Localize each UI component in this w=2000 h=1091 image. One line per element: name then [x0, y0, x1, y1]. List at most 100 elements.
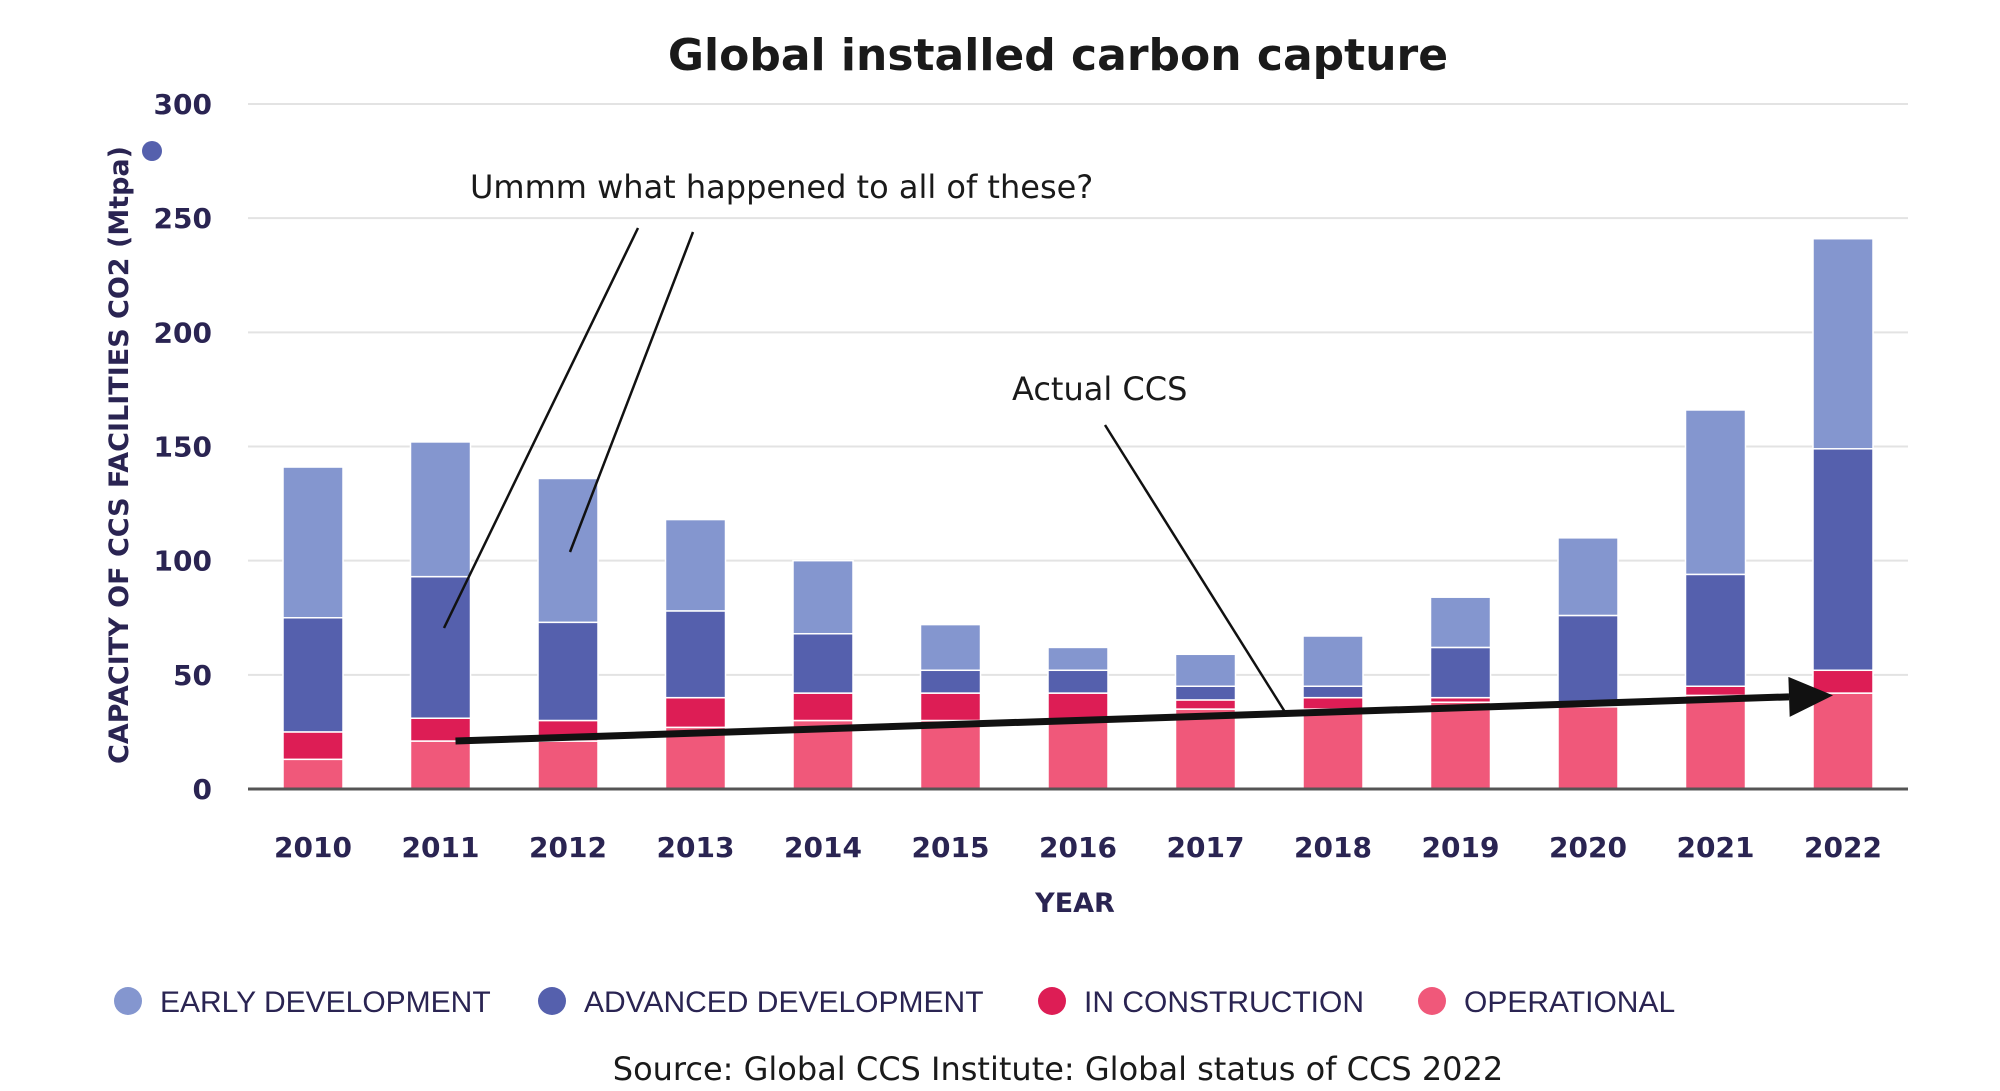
gridlines: [248, 103, 1908, 676]
trend-arrow-shaft: [455, 693, 1790, 745]
bar-segment-advanced-development: [792, 632, 854, 694]
bar-segment-operational: [282, 758, 344, 790]
x-tick-label: 2014: [784, 831, 862, 864]
bar-segment-advanced-development: [282, 617, 344, 733]
annotation-question: Ummm what happened to all of these?: [470, 168, 1093, 206]
bar-stack-2018: [1302, 635, 1364, 790]
x-tick-label: 2018: [1294, 831, 1372, 864]
legend-item: ADVANCED DEVELOPMENT: [538, 986, 984, 1019]
y-tick-label: 150: [154, 431, 212, 464]
bar-segment-in-construction: [1174, 699, 1237, 710]
y-tick-label: 200: [154, 316, 212, 349]
x-tick-label: 2020: [1549, 831, 1627, 864]
legend-swatch: [538, 987, 566, 1015]
bar-segment-operational: [409, 740, 472, 790]
bar-segment-operational: [537, 740, 599, 790]
bar-segment-operational: [1302, 708, 1364, 790]
bar-segment-in-construction: [919, 692, 982, 722]
bar-segment-advanced-development: [1429, 646, 1492, 699]
legend-item: OPERATIONAL: [1418, 986, 1675, 1019]
bar-segment-advanced-development: [664, 610, 727, 699]
bar-stack-2014: [792, 559, 854, 790]
bar-segment-advanced-development: [1047, 669, 1109, 694]
bar-segment-advanced-development: [1302, 685, 1364, 699]
bar-stack-2012: [537, 477, 599, 790]
x-tick-label: 2016: [1039, 831, 1117, 864]
bar-segment-early-development: [1302, 635, 1364, 687]
bar-segment-operational: [1429, 701, 1492, 790]
y-tick-label: 0: [193, 773, 212, 806]
bar-segment-in-construction: [1684, 685, 1747, 697]
bar-segment-early-development: [1174, 653, 1237, 687]
y-tick-label: 250: [154, 202, 212, 235]
legend-label: EARLY DEVELOPMENT: [160, 986, 491, 1019]
bar-segment-advanced-development: [1174, 685, 1237, 701]
x-tick-label: 2022: [1804, 831, 1882, 864]
bar-segment-early-development: [664, 518, 727, 612]
legend-swatch: [114, 987, 142, 1015]
bar-segment-early-development: [409, 441, 472, 578]
annotation-pointer-line: [568, 231, 695, 553]
x-tick-label: 2017: [1167, 831, 1245, 864]
bar-stack-2011: [409, 441, 472, 790]
bar-segment-early-development: [792, 559, 854, 635]
x-tick-label: 2021: [1677, 831, 1755, 864]
x-tick-label: 2013: [657, 831, 735, 864]
legend-label: IN CONSTRUCTION: [1084, 986, 1364, 1019]
y-tick-label: 50: [173, 659, 212, 692]
legend-swatch: [1418, 987, 1446, 1015]
legend-item: IN CONSTRUCTION: [1038, 986, 1364, 1019]
bar-segment-operational: [1684, 694, 1747, 790]
trend-arrow: [455, 676, 1833, 745]
bar-segment-advanced-development: [1812, 448, 1874, 672]
y-tick-labels: 0 50 100 150 200 250 300: [154, 88, 212, 806]
bar-stack-2013: [664, 518, 727, 790]
y-tick-label: 300: [154, 88, 212, 121]
bar-segment-in-construction: [282, 731, 344, 761]
annotation-pointer-line: [442, 227, 640, 629]
y-tick-label: 100: [154, 545, 212, 578]
bar-segment-operational: [919, 719, 982, 790]
bar-segment-operational: [1557, 706, 1619, 790]
bar-segment-advanced-development: [1684, 573, 1747, 687]
bar-segment-early-development: [282, 466, 344, 619]
x-tick-label: 2010: [274, 831, 352, 864]
bar-stack-2020: [1557, 537, 1619, 790]
bar-stack-2015: [919, 623, 982, 790]
x-tick-label: 2011: [402, 831, 480, 864]
bar-segment-in-construction: [664, 696, 727, 729]
x-tick-labels: 2010 2011 2012 2013 2014 2015 2016 2017 2018 2019…: [274, 831, 1882, 864]
trend-arrow-head: [1788, 676, 1833, 717]
x-tick-label: 2019: [1422, 831, 1500, 864]
bar-segment-early-development: [919, 623, 982, 672]
legend-item: EARLY DEVELOPMENT: [114, 986, 491, 1019]
bar-segment-in-construction: [792, 692, 854, 722]
legend-label: ADVANCED DEVELOPMENT: [584, 986, 984, 1019]
legend: EARLY DEVELOPMENT ADVANCED DEVELOPMENT IN …: [114, 986, 1675, 1019]
x-axis-label: YEAR: [1034, 888, 1115, 919]
y-axis-marker-dot: [142, 141, 162, 161]
x-tick-label: 2012: [529, 831, 607, 864]
bar-segment-operational: [1047, 719, 1109, 790]
y-axis-label: CAPACITY OF CCS FACILITIES CO2 (Mtpa): [104, 146, 135, 764]
bar-stack-2022: [1812, 237, 1874, 790]
bar-segment-in-construction: [1812, 669, 1874, 694]
bar-segment-in-construction: [1302, 696, 1364, 710]
bar-segment-advanced-development: [1557, 614, 1619, 708]
bar-segment-early-development: [1812, 237, 1874, 450]
bar-segment-advanced-development: [537, 621, 599, 722]
bar-segment-operational: [1812, 692, 1874, 790]
annotation-actual-ccs: Actual CCS: [1012, 370, 1187, 408]
bar-segment-early-development: [1557, 537, 1619, 617]
bar-stack-2021: [1684, 409, 1747, 790]
annotation-pointer-line: [1103, 424, 1287, 713]
bar-stack-2019: [1429, 596, 1492, 790]
x-tick-label: 2015: [912, 831, 990, 864]
bar-segment-advanced-development: [409, 575, 472, 719]
bar-segment-advanced-development: [919, 669, 982, 694]
bars: [282, 237, 1874, 790]
bar-segment-early-development: [1429, 596, 1492, 649]
legend-swatch: [1038, 987, 1066, 1015]
bar-segment-early-development: [1684, 409, 1747, 576]
